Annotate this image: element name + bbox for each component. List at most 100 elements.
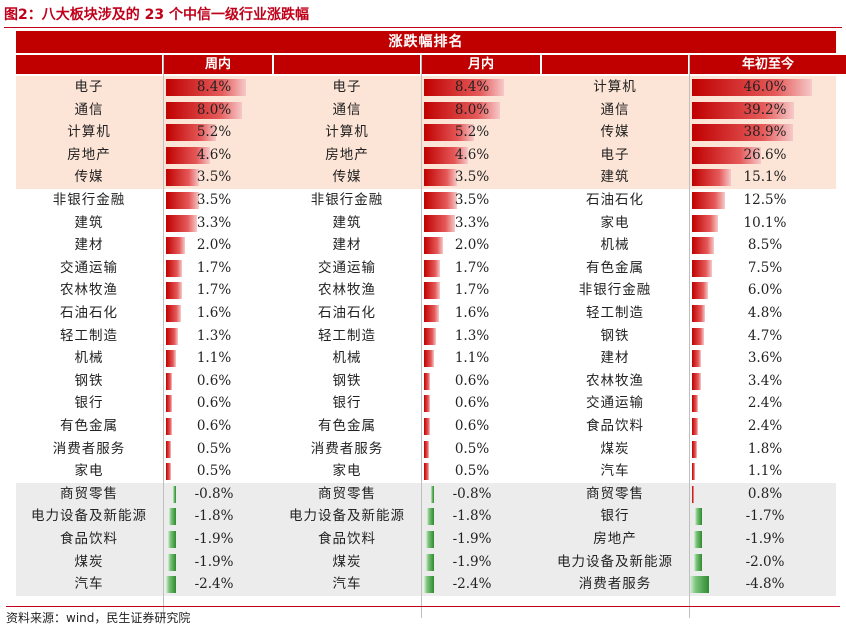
industry-name: 消费者服务 [52,440,126,457]
value-cell: 2.0% [422,234,540,257]
positive-bar [424,146,468,164]
industry-name: 电子 [600,146,630,163]
negative-bar [426,531,434,548]
positive-bar [424,327,437,345]
value-label: 8.4% [454,79,490,95]
positive-bar [424,350,435,368]
positive-bar [692,146,762,164]
industry-name: 非银行金融 [52,192,126,208]
industry-name: 通信 [600,101,630,118]
positive-bar [166,440,171,458]
positive-bar [166,372,172,390]
value-label: 3.6% [747,350,783,367]
value-cell: 0.5% [164,460,272,483]
value-label: -1.7% [745,508,785,525]
column-header-1: 月内 [422,55,540,74]
value-cell: 1.1% [164,347,272,370]
industry-name: 电力设备及新能源 [557,553,673,570]
industry-name: 建材 [600,350,630,367]
positive-bar [692,305,705,322]
value-label: -0.8% [194,485,234,502]
value-cell: 12.5% [690,189,846,212]
value-label: -1.8% [194,508,234,525]
value-cell: 0.6% [164,370,272,393]
value-cell: 8.5% [690,234,846,257]
positive-bar [166,237,186,255]
industry-name: 食品饮料 [60,531,118,547]
value-label: 4.8% [747,305,783,321]
value-label: 0.5% [454,440,490,457]
table-row: 电力设备及新能源 -1.8% 电力设备及新能源 -1.8% 银行 -1.7% [16,505,836,528]
positive-bar [692,372,701,390]
value-cell: 0.5% [422,438,540,461]
value-cell: -0.8% [164,483,272,506]
industry-name: 食品饮料 [586,418,644,434]
source-note: 资料来源：wind，民生证券研究院 [6,606,840,628]
value-label: 3.3% [196,214,232,231]
industry-name: 家电 [600,214,630,231]
value-label: 5.2% [196,124,232,141]
value-label: 1.8% [747,440,783,457]
industry-name: 传媒 [74,169,104,186]
column-header-blank [274,55,420,74]
negative-bar [690,576,710,594]
value-label: -4.8% [745,576,785,593]
positive-bar [166,418,172,435]
value-label: 0.6% [454,418,490,434]
value-cell: 0.5% [164,438,272,461]
value-cell: 39.2% [690,99,846,122]
industry-name: 石油石化 [586,192,644,208]
table-row: 石油石化 1.6% 石油石化 1.6% 轻工制造 4.8% [16,302,836,325]
industry-name: 商贸零售 [318,485,376,502]
industry-name: 钢铁 [332,372,362,389]
positive-bar [692,237,715,255]
positive-bar [424,305,440,322]
value-label: -0.8% [452,485,492,502]
industry-name: 消费者服务 [578,576,652,593]
value-cell: -2.4% [164,573,272,596]
industry-name: 农林牧渔 [60,282,118,299]
value-label: 3.5% [196,169,232,186]
industry-name: 汽车 [332,576,362,593]
value-label: 10.1% [743,214,787,231]
value-label: -1.9% [745,531,785,547]
value-label: 15.1% [743,169,787,186]
industry-name: 电力设备及新能源 [289,508,405,525]
value-cell: 38.9% [690,121,846,144]
value-cell: -1.9% [164,551,272,574]
value-cell: 0.6% [164,415,272,438]
table-row: 商贸零售 -0.8% 商贸零售 -0.8% 商贸零售 0.8% [16,483,836,506]
industry-name: 电子 [74,79,104,95]
value-cell: 1.6% [164,302,272,325]
negative-bar [426,508,434,526]
table-row: 建筑 3.3% 建筑 3.3% 家电 10.1% [16,212,836,235]
figure-title: 图2：八大板块涉及的 23 个中信一级行业涨跌幅 [4,4,842,28]
value-cell: -2.4% [422,573,540,596]
industry-name: 通信 [332,101,362,118]
table-row: 房地产 4.6% 房地产 4.6% 电子 26.6% [16,144,836,167]
value-label: -2.4% [194,576,234,593]
industry-name: 房地产 [67,146,111,163]
value-label: 12.5% [743,192,787,208]
value-label: -2.0% [745,553,785,570]
value-label: 8.0% [454,101,490,118]
industry-name: 电子 [332,79,362,95]
value-label: 0.5% [196,440,232,457]
value-label: 0.5% [196,463,232,480]
value-cell: 0.6% [164,392,272,415]
value-label: 46.0% [743,79,787,95]
value-cell: 3.4% [690,370,846,393]
positive-bar [692,124,794,142]
industry-name: 钢铁 [600,327,630,344]
positive-bar [692,350,702,368]
value-cell: 0.5% [422,460,540,483]
value-label: 8.5% [747,237,783,254]
industry-name: 机械 [332,350,362,367]
value-cell: 1.1% [690,460,846,483]
negative-bar [168,508,176,526]
table-row: 建材 2.0% 建材 2.0% 机械 8.5% [16,234,836,257]
value-label: 0.6% [196,372,232,389]
value-label: 0.6% [454,372,490,389]
positive-bar [424,282,441,300]
industry-name: 轻工制造 [318,327,376,344]
